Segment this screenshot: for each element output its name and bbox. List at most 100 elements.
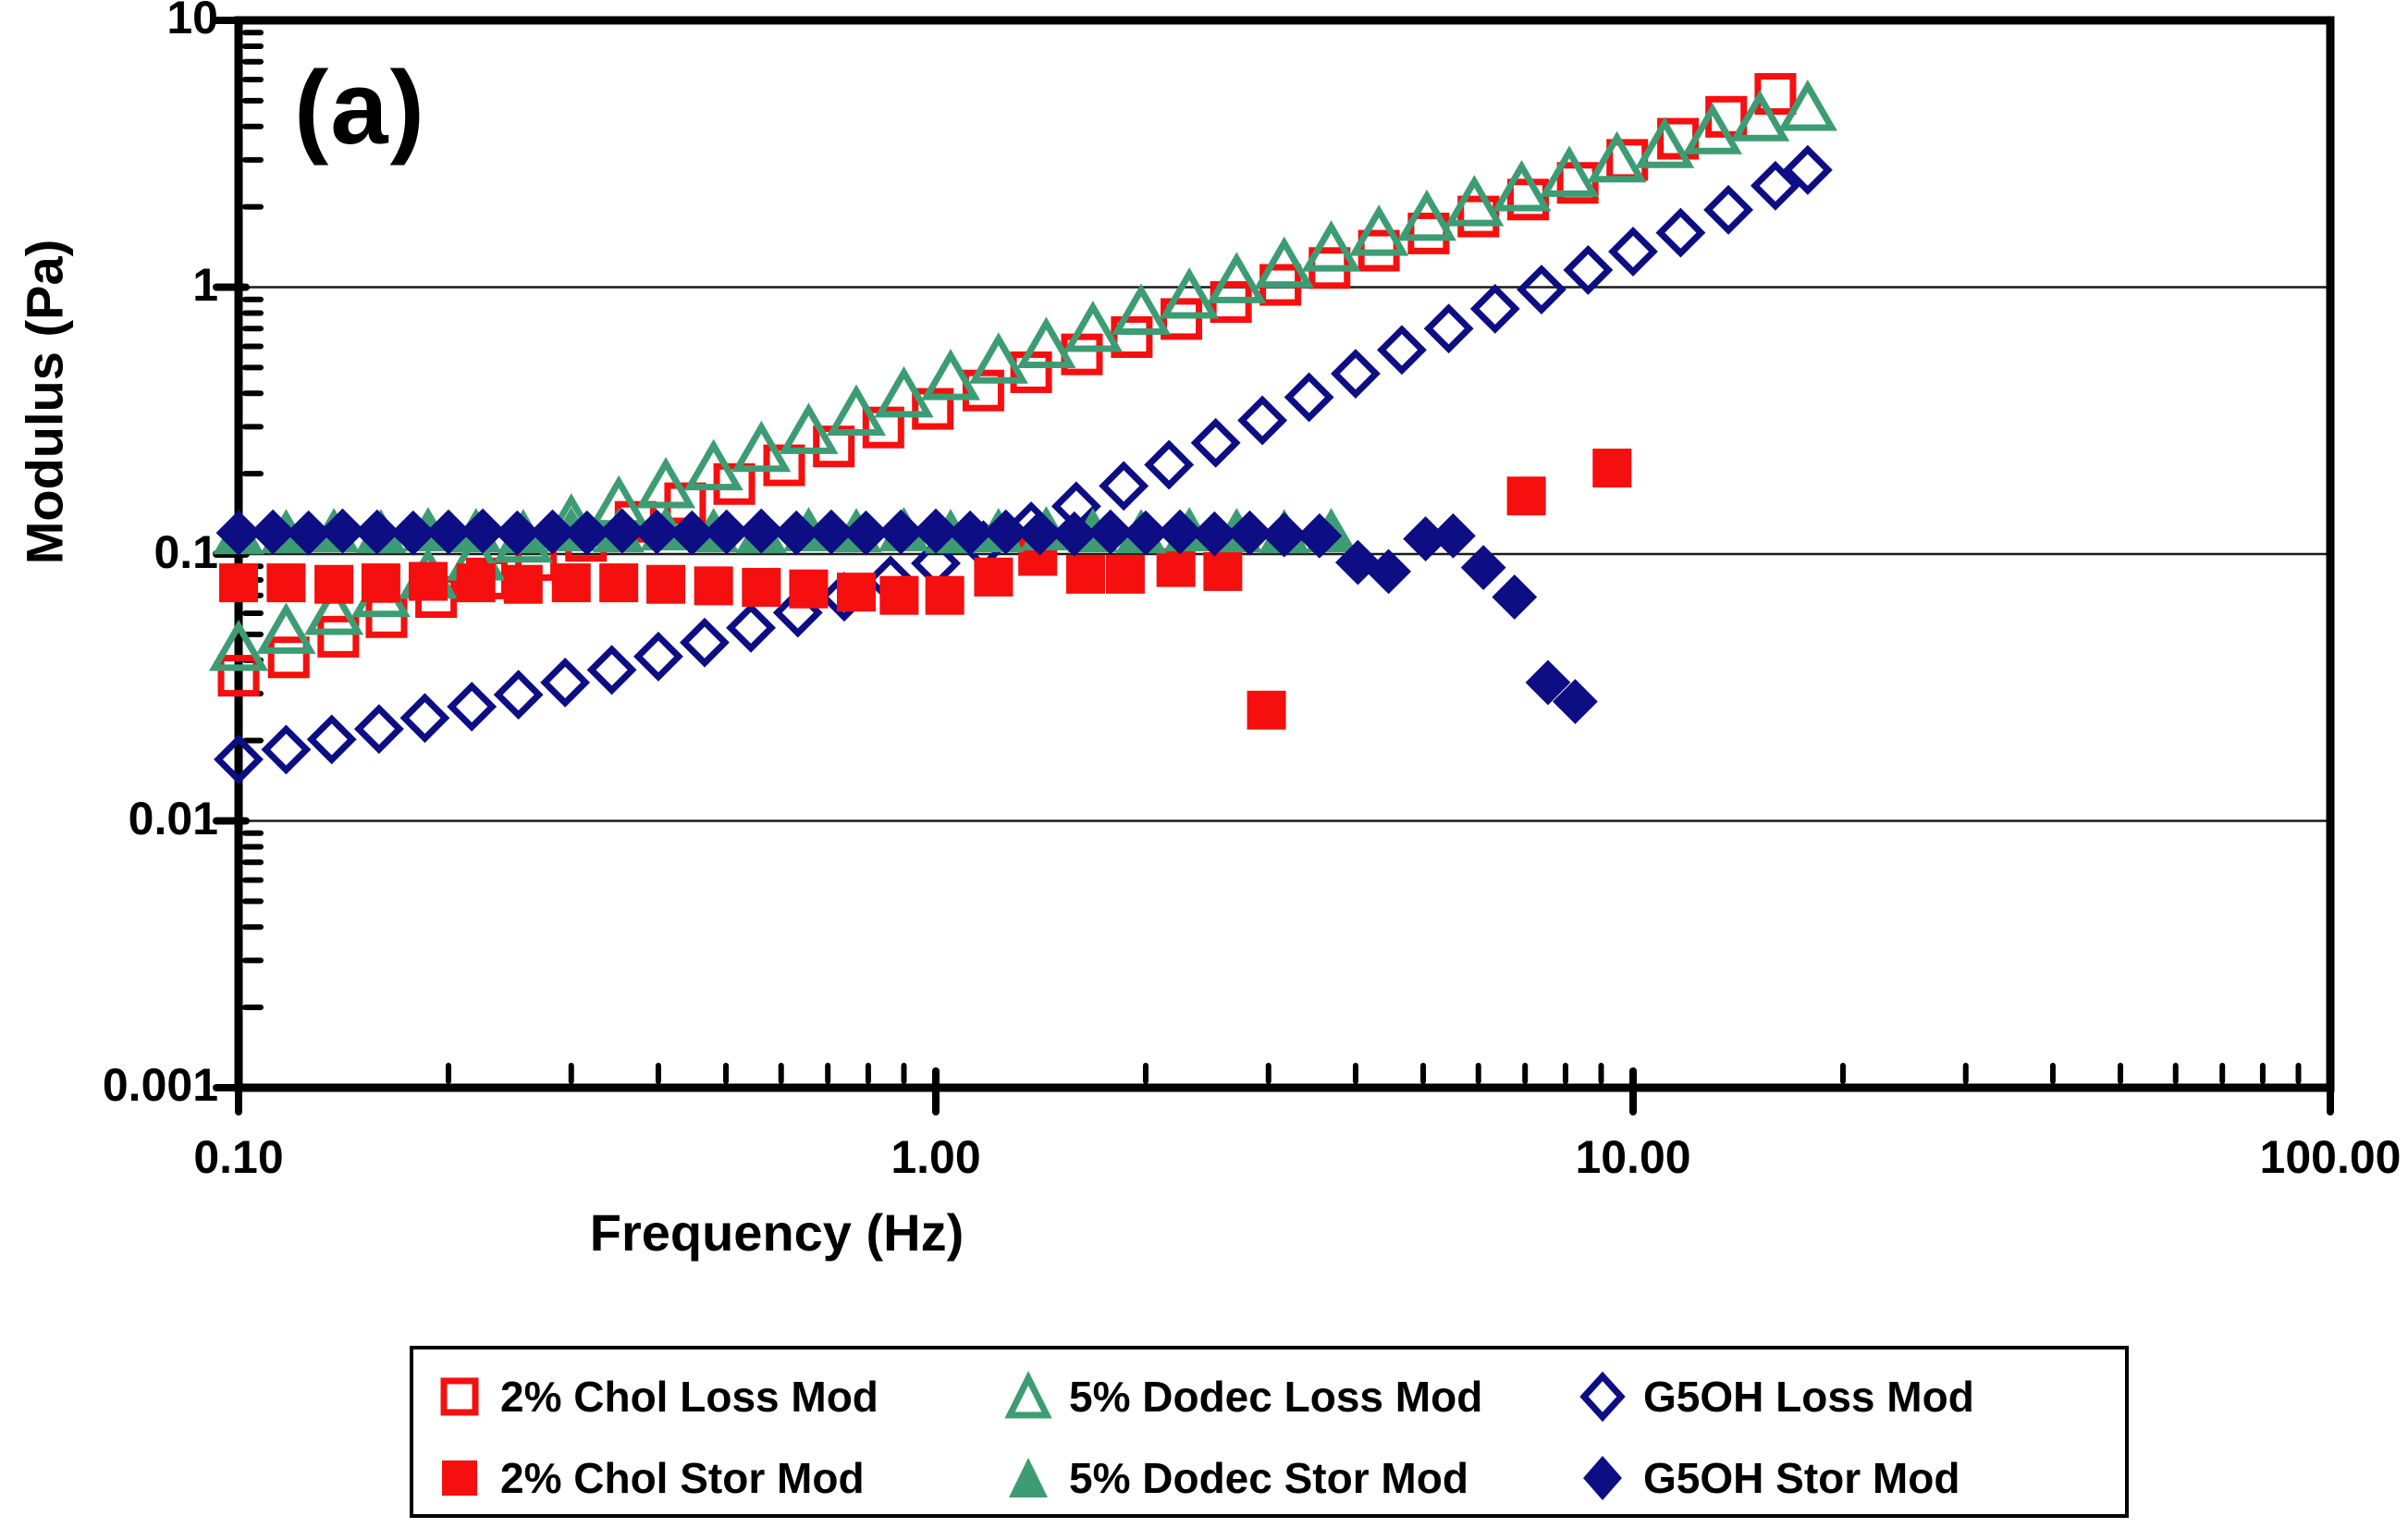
data-point-diamond: [399, 693, 450, 744]
legend-item-dodec-stor: 5% Dodec Stor Mod: [1002, 1452, 1468, 1504]
data-point-triangle: [256, 602, 316, 654]
data-point-diamond: [306, 714, 357, 765]
data-point-diamond: [633, 631, 683, 682]
data-point-diamond: [1525, 659, 1571, 706]
data-point-diamond: [669, 510, 715, 556]
data-point-diamond: [1284, 372, 1334, 423]
data-point-triangle: [1777, 79, 1837, 131]
data-point-square: [1592, 449, 1632, 488]
legend-item-g5oh-stor: G5OH Stor Mod: [1577, 1452, 1960, 1504]
data-point-diamond: [1492, 574, 1538, 620]
data-point-diamond: [425, 509, 472, 555]
data-point-diamond: [261, 724, 312, 775]
data-point-triangle: [683, 438, 743, 491]
data-point-diamond: [1423, 303, 1474, 354]
data-point-triangle: [1254, 236, 1314, 289]
data-point-square: [1156, 548, 1196, 587]
data-point-square: [267, 636, 310, 679]
data-point-triangle: [1207, 252, 1267, 303]
open-square-icon: [440, 1377, 479, 1416]
data-point-square: [1506, 476, 1546, 516]
data-point-diamond: [738, 508, 784, 554]
data-point-diamond: [447, 682, 498, 732]
x-tick-100.00: 100.00: [2259, 1131, 2402, 1183]
series-g5oh-loss-mod: [214, 144, 1833, 784]
y-tick-10: 10: [166, 0, 218, 44]
legend-label: 5% Dodec Loss Mod: [1069, 1373, 1483, 1421]
data-point-diamond: [1460, 545, 1506, 591]
data-point-diamond: [913, 508, 959, 554]
data-point-diamond: [1296, 512, 1343, 559]
data-point-square: [1247, 690, 1286, 730]
data-point-diamond: [704, 509, 750, 555]
legend-label: 2% Chol Stor Mod: [500, 1454, 865, 1502]
data-point-diamond: [530, 509, 575, 555]
data-point-diamond: [947, 510, 993, 556]
data-point-square: [1203, 551, 1243, 591]
data-point-diamond: [1144, 439, 1195, 490]
data-point-diamond: [1157, 509, 1203, 555]
x-tick-1.00: 1.00: [891, 1131, 981, 1183]
chart-legend: 2% Chol Loss Mod 5% Dodec Loss Mod G5OH …: [410, 1346, 2129, 1518]
data-point-diamond: [726, 602, 776, 653]
data-point-diamond: [878, 509, 924, 555]
data-point-diamond: [1563, 244, 1614, 295]
legend-item-dodec-loss: 5% Dodec Loss Mod: [1002, 1371, 1482, 1423]
data-point-diamond: [1608, 227, 1658, 277]
data-point-diamond: [1087, 509, 1134, 555]
data-point-square: [314, 564, 354, 604]
data-point-square: [879, 575, 919, 615]
data-point-diamond: [564, 510, 610, 556]
data-point-square: [217, 655, 260, 697]
legend-label: 2% Chol Loss Mod: [500, 1373, 878, 1421]
series-g5oh-stor-mod: [215, 508, 1598, 724]
data-point-diamond: [1099, 461, 1149, 511]
open-triangle-icon: [1004, 1371, 1052, 1419]
data-point-triangle: [635, 457, 696, 509]
y-tick-0.01: 0.01: [128, 793, 218, 845]
data-point-diamond: [1469, 283, 1520, 334]
data-point-diamond: [773, 510, 819, 556]
data-point-diamond: [390, 510, 436, 556]
data-point-square: [646, 564, 686, 604]
data-point-diamond: [354, 509, 400, 555]
data-point-diamond: [1191, 511, 1237, 557]
data-point-diamond: [1331, 349, 1381, 399]
data-point-diamond: [540, 657, 591, 708]
data-point-diamond: [983, 509, 1029, 555]
data-point-square: [551, 563, 591, 603]
data-point-diamond: [1051, 511, 1098, 557]
data-point-square: [317, 615, 360, 658]
data-point-triangle: [1539, 145, 1600, 197]
data-point-triangle: [1587, 130, 1647, 183]
x-tick-0.10: 0.10: [193, 1131, 284, 1183]
legend-item-chol-stor: 2% Chol Stor Mod: [434, 1452, 865, 1504]
data-point-triangle: [1160, 266, 1220, 319]
legend-item-chol-loss: 2% Chol Loss Mod: [434, 1371, 878, 1423]
data-point-diamond: [215, 510, 262, 556]
data-point-triangle: [826, 384, 887, 437]
data-point-square: [361, 563, 400, 603]
data-point-diamond: [214, 734, 264, 784]
y-tick-1: 1: [192, 259, 218, 312]
data-point-diamond: [599, 508, 645, 554]
data-point-diamond: [1655, 207, 1706, 258]
data-point-triangle: [208, 619, 269, 672]
data-point-square: [219, 563, 258, 603]
data-point-triangle: [1635, 117, 1695, 168]
data-point-diamond: [250, 509, 296, 555]
series-2-chol-stor-mod: [219, 449, 1632, 730]
data-point-square: [1105, 554, 1145, 594]
legend-label: G5OH Stor Mod: [1643, 1454, 1960, 1502]
x-axis-title: Frequency (Hz): [589, 1203, 964, 1262]
data-point-square: [1161, 298, 1203, 340]
data-point-diamond: [586, 645, 637, 696]
data-point-triangle: [920, 349, 981, 400]
data-point-square: [408, 561, 448, 601]
data-point-diamond: [843, 510, 889, 556]
data-point-diamond: [633, 509, 680, 555]
data-point-square: [925, 575, 964, 615]
filled-diamond-icon: [1583, 1456, 1622, 1500]
data-point-triangle: [1730, 90, 1790, 142]
